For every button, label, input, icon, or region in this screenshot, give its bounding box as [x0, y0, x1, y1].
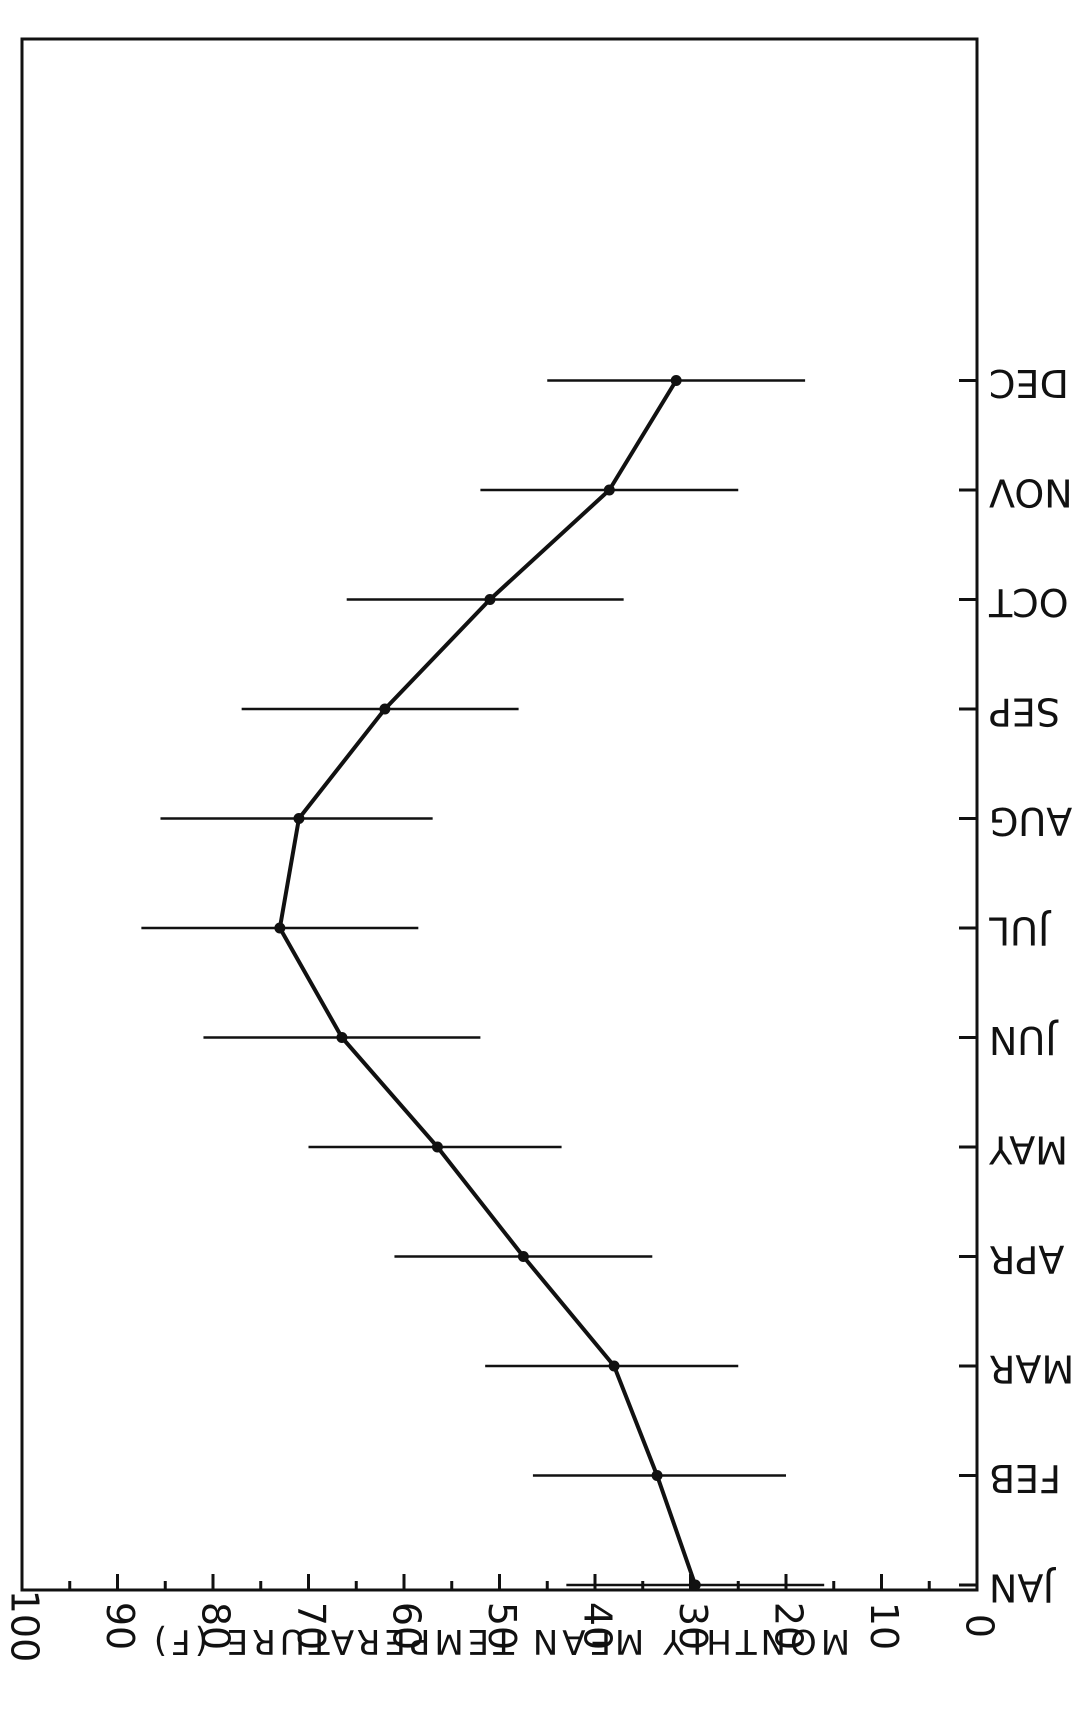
data-point [293, 813, 304, 824]
plot-frame [22, 39, 977, 1590]
x-tick-label: JUN [989, 1018, 1058, 1062]
x-tick-label: DEC [989, 361, 1069, 405]
data-point [609, 1361, 620, 1372]
data-point [274, 923, 285, 934]
data-point [652, 1470, 663, 1481]
data-point [518, 1251, 529, 1262]
x-tick-label: JAN [989, 1566, 1056, 1610]
data-point [671, 375, 682, 386]
data-point [604, 485, 615, 496]
x-tick-label: JUL [989, 909, 1051, 953]
x-tick-label: FEB [989, 1456, 1061, 1500]
x-tick-label: MAY [988, 1128, 1068, 1172]
x-tick-label: OCT [988, 580, 1068, 624]
x-tick-label: AUG [989, 799, 1072, 843]
x-tick-label: NOV [989, 471, 1073, 515]
y-tick-label: 100 [3, 1590, 47, 1663]
mean-temperature-series [274, 375, 700, 1591]
series-line [280, 381, 695, 1586]
data-point [336, 1032, 347, 1043]
y-tick-label: 10 [862, 1602, 906, 1650]
data-point [379, 704, 390, 715]
data-point [690, 1580, 701, 1591]
y-tick-label: 90 [98, 1602, 142, 1650]
y-tick-label: 0 [958, 1614, 1002, 1638]
data-point [484, 594, 495, 605]
data-point [432, 1142, 443, 1153]
error-bars [141, 381, 824, 1586]
y-axis-title: MONTHLY MEAN TEMPERATURE (F) [150, 1621, 850, 1661]
x-tick-label: SEP [989, 690, 1060, 734]
x-tick-label: MAR [989, 1347, 1074, 1391]
x-tick-label: APR [989, 1237, 1064, 1281]
